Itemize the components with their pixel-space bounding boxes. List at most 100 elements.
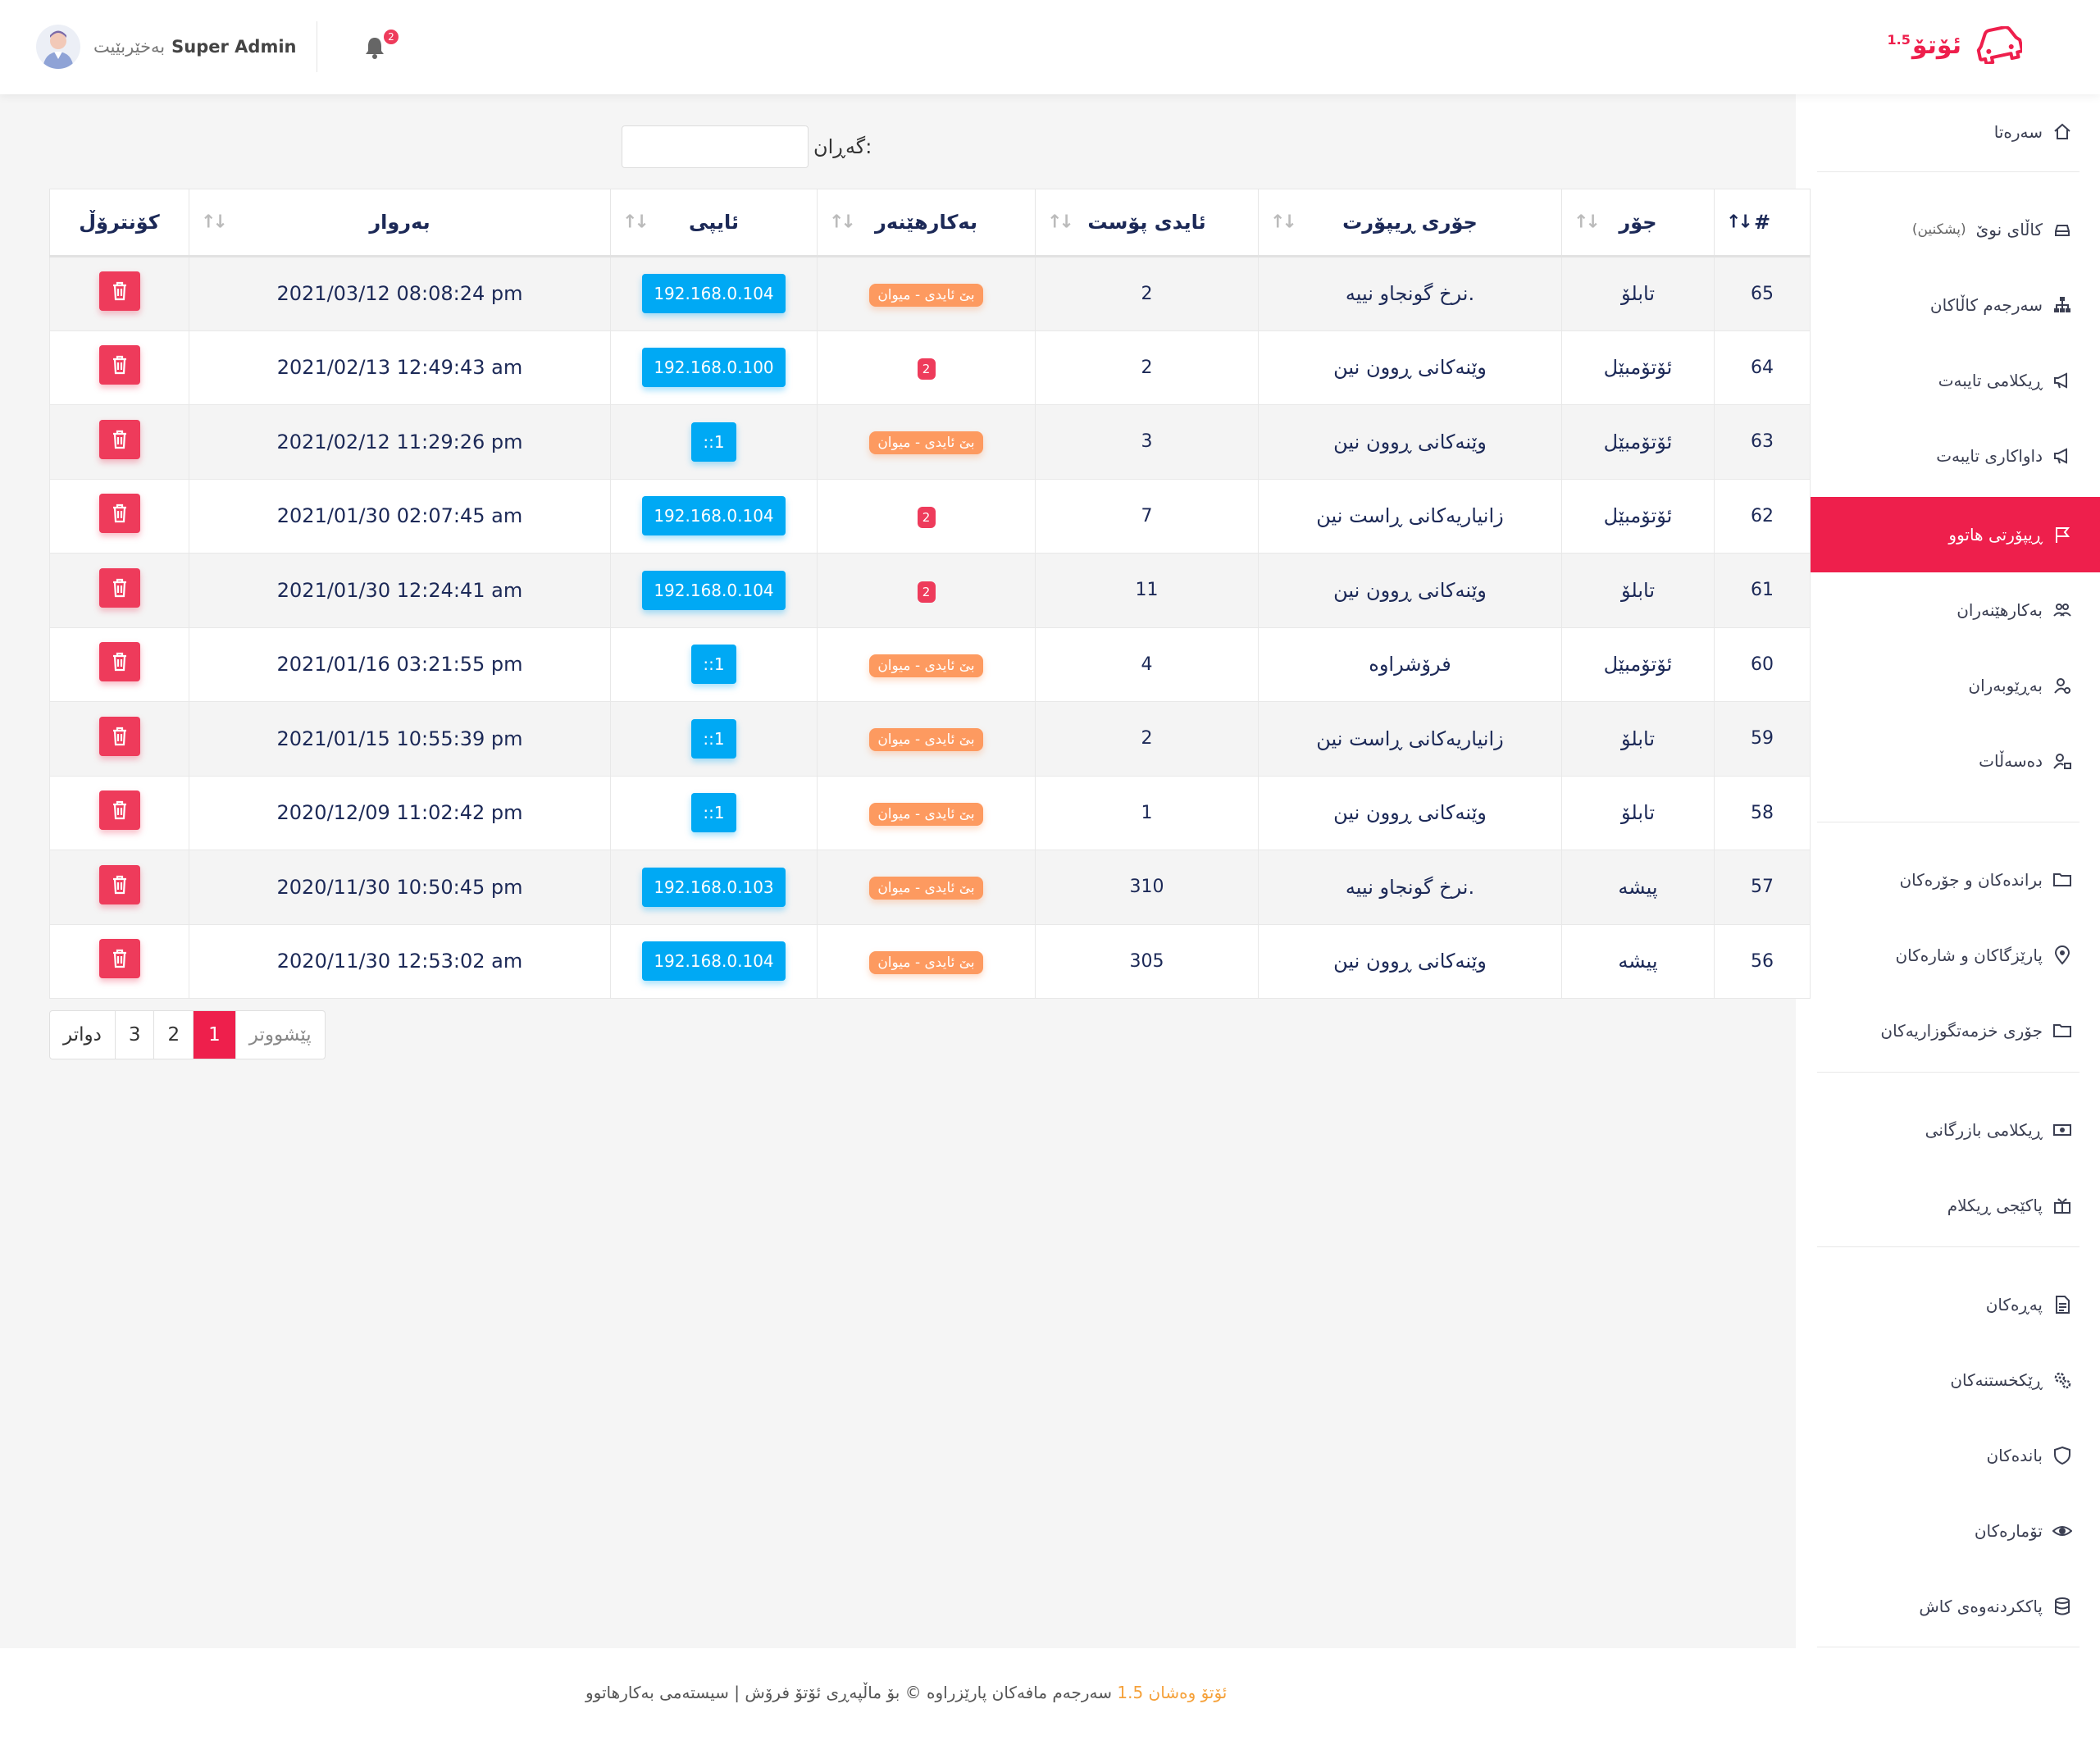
shield-icon bbox=[2054, 1446, 2070, 1465]
pagination-next[interactable]: دواتر bbox=[63, 1024, 102, 1046]
footer-brand[interactable]: ئۆتۆ وەشان 1.5 bbox=[1117, 1683, 1228, 1702]
cell-ip: ::1 bbox=[610, 404, 818, 480]
search-label: گەڕان: bbox=[813, 135, 872, 158]
sidebar-item-new-items[interactable]: (پشکنین) کاڵای نوێ bbox=[1796, 192, 2100, 267]
cell-date: 2021/01/16 03:21:55 pm bbox=[189, 626, 611, 702]
col-header-report-type[interactable]: ↑↓ جۆری ڕیپۆرت bbox=[1258, 189, 1562, 257]
sidebar-item-clear-cache[interactable]: پاککردنەوەی کاش bbox=[1796, 1569, 2100, 1644]
user-id-badge[interactable]: 2 bbox=[917, 358, 936, 380]
sidebar-item-brands[interactable]: براندەکان و جۆرەکان bbox=[1796, 842, 2100, 918]
cell-control bbox=[49, 553, 189, 628]
table-row: 2021/03/12 08:08:24 pm 192.168.0.104 بێ ئا… bbox=[49, 256, 1811, 331]
table-row: 2021/01/15 10:55:39 pm::1 بێ ئایدی - میوا… bbox=[49, 701, 1811, 777]
cell-ip: 192.168.0.100 bbox=[610, 330, 818, 405]
cell-post-id: 1 bbox=[1035, 775, 1259, 850]
sidebar-item-service-types[interactable]: جۆری خزمەتگوزاریەکان bbox=[1796, 993, 2100, 1068]
welcome-text: بەخێربێیت Super Admin bbox=[93, 37, 297, 57]
cell-type: تابلۆ bbox=[1561, 701, 1715, 777]
user-id-badge[interactable]: 2 bbox=[917, 581, 936, 603]
cell-control bbox=[49, 478, 189, 554]
cell-type: ئۆتۆمبێل bbox=[1561, 478, 1715, 554]
ip-badge: ::1 bbox=[691, 718, 736, 759]
pagination-page-2[interactable]: 2 bbox=[153, 1011, 193, 1059]
delete-button[interactable] bbox=[98, 864, 140, 904]
cell-date: 2021/03/12 08:08:24 pm bbox=[189, 256, 611, 331]
sidebar-item-label: بەڕێوبەران bbox=[1968, 676, 2043, 695]
notifications-button[interactable]: 2 bbox=[361, 30, 399, 61]
cell-post-id: 11 bbox=[1035, 553, 1259, 628]
sidebar-item-bans[interactable]: باندەکان bbox=[1796, 1418, 2100, 1493]
cell-report-type: زانیاریەکانی ڕاست نین bbox=[1258, 701, 1562, 777]
megaphone-icon bbox=[2054, 372, 2067, 389]
sidebar-item-permissions[interactable]: دەسەڵات bbox=[1796, 723, 2100, 799]
guest-badge: بێ ئایدی - میوان bbox=[869, 283, 983, 307]
cell-user: بێ ئایدی - میوان bbox=[817, 701, 1036, 777]
megaphone-icon bbox=[2054, 448, 2067, 464]
guest-badge: بێ ئایدی - میوان bbox=[869, 654, 983, 677]
welcome-label: بەخێربێیت bbox=[93, 37, 166, 57]
col-header-user[interactable]: ↑↓ بەکارهێنەر bbox=[817, 189, 1036, 257]
sidebar-item-special-requests[interactable]: داواکاری تایبەت bbox=[1796, 418, 2100, 494]
col-header-type[interactable]: ↑↓ جۆر bbox=[1561, 189, 1715, 257]
sidebar-item-special-ads[interactable]: ڕیکلامی تایبەت bbox=[1796, 343, 2100, 418]
delete-button[interactable] bbox=[98, 419, 140, 459]
sidebar-item-incoming-reports[interactable]: ڕیپۆرتی هاتوو bbox=[1796, 497, 2100, 572]
map-marker-icon bbox=[2054, 945, 2070, 965]
col-header-post-id[interactable]: ↑↓ ئایدی پۆست bbox=[1035, 189, 1259, 257]
cell-control bbox=[49, 701, 189, 777]
cell-ip: ::1 bbox=[610, 701, 818, 777]
sidebar-item-all-items[interactable]: سەرجەم کاڵاکان bbox=[1796, 267, 2100, 343]
pagination-page-3[interactable]: 3 bbox=[114, 1011, 154, 1059]
users-icon bbox=[2053, 604, 2071, 617]
sidebar-item-label: دەسەڵات bbox=[1979, 751, 2043, 771]
sidebar-item-provinces[interactable]: پارێزگاکان و شارەکان bbox=[1796, 918, 2100, 993]
cell-post-id: 3 bbox=[1035, 404, 1259, 480]
database-icon bbox=[2055, 1597, 2070, 1615]
delete-button[interactable] bbox=[98, 642, 140, 682]
guest-badge: بێ ئایدی - میوان bbox=[869, 950, 983, 974]
sidebar-item-users[interactable]: بەکارهێنەران bbox=[1796, 572, 2100, 648]
sidebar-item-managers[interactable]: بەڕێوبەران bbox=[1796, 648, 2100, 723]
car-logo-icon bbox=[1976, 26, 2022, 64]
sidebar-item-ad-packages[interactable]: پاکێجی ڕیکلام bbox=[1796, 1168, 2100, 1243]
sidebar-item-pages[interactable]: پەڕەکان bbox=[1796, 1267, 2100, 1342]
delete-button[interactable] bbox=[98, 494, 140, 534]
col-header-ip[interactable]: ↑↓ ئایپی bbox=[610, 189, 818, 257]
cell-user: 2 bbox=[817, 478, 1036, 554]
pagination-page-1[interactable]: 1 bbox=[193, 1011, 235, 1059]
sidebar-item-settings[interactable]: ڕێکخستنەکان bbox=[1796, 1342, 2100, 1418]
pagination-prev[interactable]: پێشووتر bbox=[235, 1011, 325, 1059]
cell-control bbox=[49, 775, 189, 850]
delete-button[interactable] bbox=[98, 345, 140, 385]
cell-user: بێ ئایدی - میوان bbox=[817, 775, 1036, 850]
sidebar-item-logs[interactable]: تۆمارەکان bbox=[1796, 1493, 2100, 1569]
user-menu[interactable]: بەخێربێیت Super Admin bbox=[36, 25, 297, 69]
col-header-date[interactable]: ↑↓ بەروار bbox=[189, 189, 611, 257]
logo[interactable]: 1.5ئۆتۆ bbox=[1888, 26, 2022, 64]
ip-badge: 192.168.0.104 bbox=[642, 274, 786, 314]
cell-post-id: 305 bbox=[1035, 923, 1259, 999]
col-header-num[interactable]: ↑↓ # bbox=[1714, 189, 1811, 257]
sidebar-divider bbox=[1817, 171, 2080, 172]
sidebar-item-home[interactable]: سەرەتا bbox=[1796, 94, 2100, 170]
user-id-badge[interactable]: 2 bbox=[917, 507, 936, 529]
bell-icon bbox=[366, 38, 384, 59]
sidebar-item-commercial-ads[interactable]: ڕیکلامی بازرگانی bbox=[1796, 1092, 2100, 1168]
delete-button[interactable] bbox=[98, 271, 140, 312]
delete-button[interactable] bbox=[98, 939, 140, 979]
sidebar-item-label: پەڕەکان bbox=[1985, 1295, 2043, 1314]
search-input[interactable] bbox=[622, 125, 809, 168]
sidebar-item-label: سەرجەم کاڵاکان bbox=[1929, 295, 2043, 315]
sidebar-item-label: پارێزگاکان و شارەکان bbox=[1895, 945, 2043, 965]
delete-button[interactable] bbox=[98, 716, 140, 756]
guest-badge: بێ ئایدی - میوان bbox=[869, 728, 983, 752]
cell-report-type: وێنەکانی ڕوون نین bbox=[1258, 923, 1562, 999]
cell-date: 2021/01/30 02:07:45 am bbox=[189, 478, 611, 554]
ip-badge: ::1 bbox=[691, 421, 736, 462]
cell-type: تابلۆ bbox=[1561, 553, 1715, 628]
avatar[interactable] bbox=[36, 25, 80, 69]
delete-button[interactable] bbox=[98, 567, 140, 608]
gears-icon bbox=[2054, 1372, 2071, 1389]
ip-badge: 192.168.0.104 bbox=[642, 496, 786, 536]
delete-button[interactable] bbox=[98, 790, 140, 831]
